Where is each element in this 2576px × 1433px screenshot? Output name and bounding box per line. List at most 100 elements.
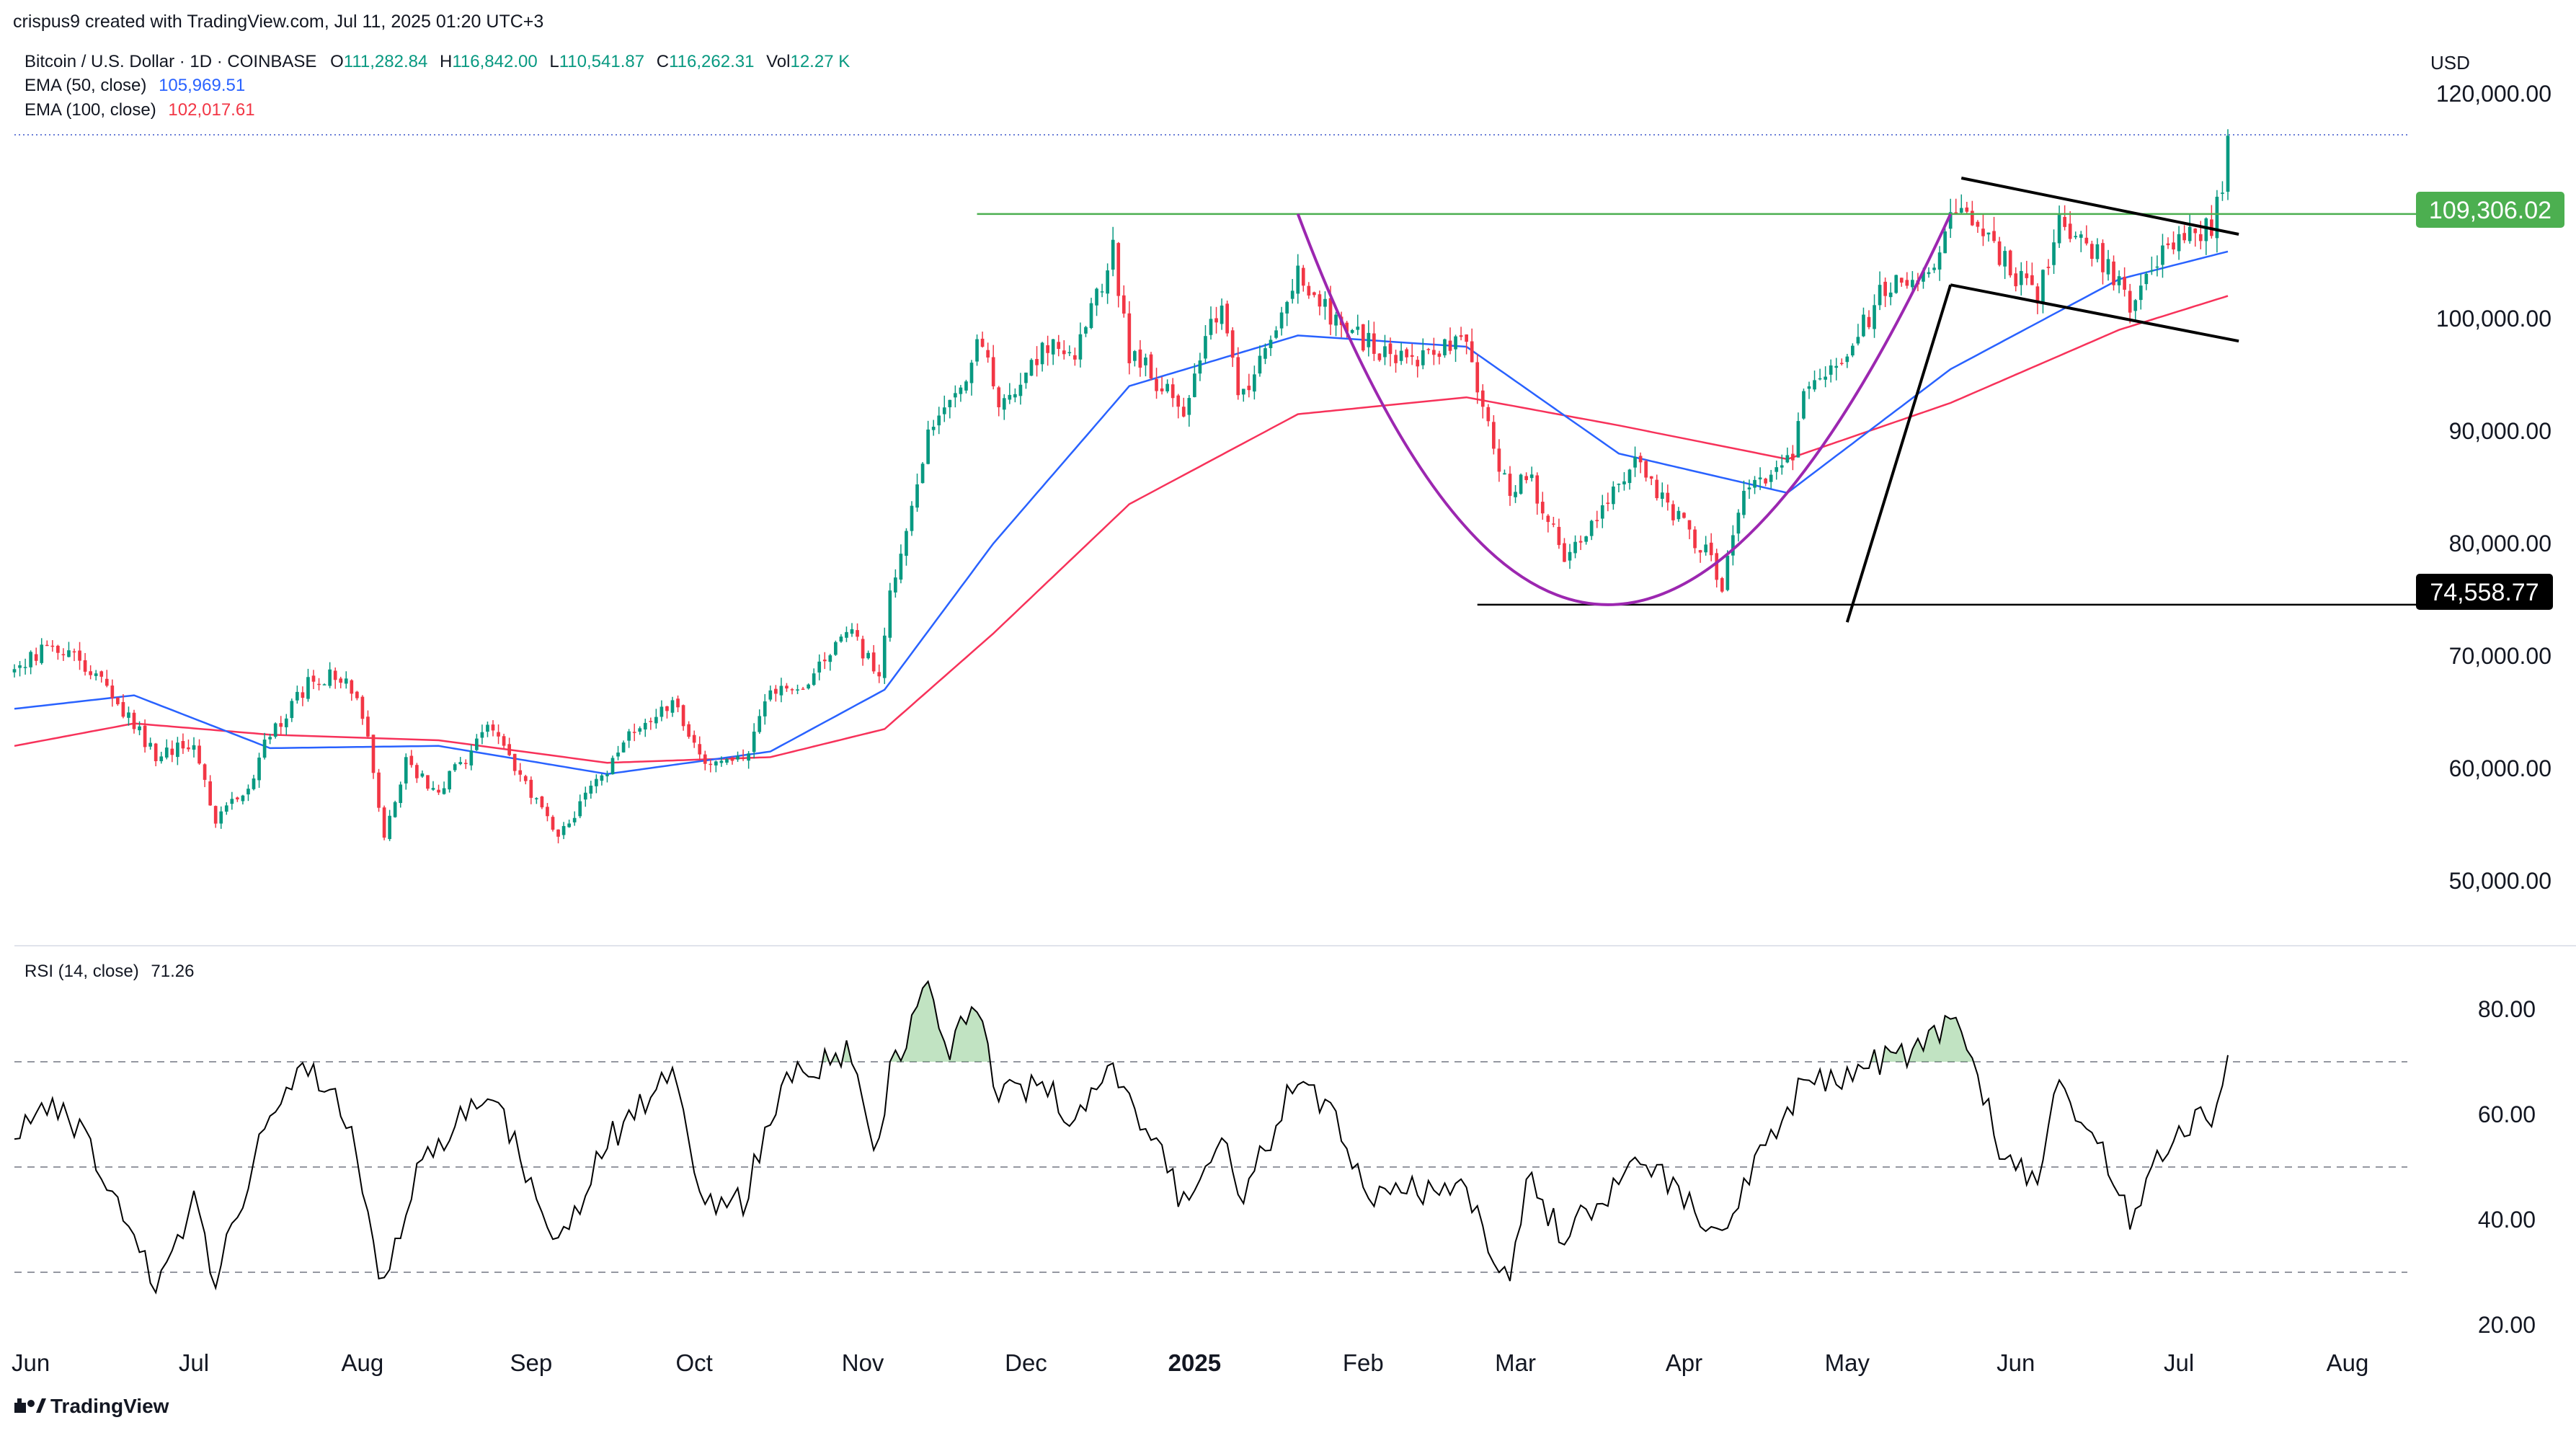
candle xyxy=(328,662,332,688)
candle-body xyxy=(1655,479,1659,499)
candle-body xyxy=(1758,477,1762,480)
candle xyxy=(768,686,773,702)
candle-body xyxy=(333,670,337,680)
candle xyxy=(469,744,474,771)
time-axis[interactable]: Jun Jul Aug Sep Oct Nov Dec 2025 Feb Mar Apr May Jun… xyxy=(12,1349,2368,1376)
candle-body xyxy=(1731,535,1735,556)
candle-body xyxy=(247,789,250,795)
candle-body xyxy=(1279,312,1284,329)
candle-body xyxy=(600,775,604,781)
candle-body xyxy=(497,732,500,737)
candle xyxy=(72,648,76,662)
price-pane[interactable] xyxy=(12,129,2416,843)
rsi-pane[interactable] xyxy=(14,980,2407,1295)
candle xyxy=(774,685,778,702)
candle-body xyxy=(1002,398,1006,410)
volume-label: Vol xyxy=(766,52,790,71)
candle-body xyxy=(1144,357,1147,365)
candle-body xyxy=(2014,273,2018,287)
ohlc-open-value: 111,282.84 xyxy=(344,52,428,71)
candle-body xyxy=(1851,345,1855,356)
candle-body xyxy=(1051,339,1055,355)
candle-body xyxy=(871,652,876,672)
ema-50-value: 105,969.51 xyxy=(159,76,245,95)
candle xyxy=(1459,327,1463,341)
candle xyxy=(807,683,810,690)
candle xyxy=(1100,283,1104,298)
candle-body xyxy=(350,680,354,694)
candle xyxy=(1687,520,1692,540)
candle-body xyxy=(2198,234,2203,241)
rsi-axis[interactable]: 80.00 60.00 40.00 20.00 xyxy=(2478,996,2536,1338)
candle-body xyxy=(834,642,838,655)
candle xyxy=(1405,347,1408,364)
candle xyxy=(2090,240,2094,267)
candle-body xyxy=(736,755,740,760)
candle xyxy=(1617,483,1621,492)
candle xyxy=(252,774,256,791)
candle-body xyxy=(1220,305,1224,324)
candle-body xyxy=(1323,298,1327,307)
candle-body xyxy=(997,387,1001,407)
candle xyxy=(247,784,250,802)
candle-body xyxy=(268,737,272,740)
candle xyxy=(94,670,98,681)
price-tick-label: 120,000.00 xyxy=(2436,81,2551,107)
price-axis[interactable]: USD 120,000.00 100,000.00 90,000.00 80,000.… xyxy=(2416,52,2564,894)
ohlc-high-label: H xyxy=(440,52,452,71)
candle-body xyxy=(1187,398,1191,415)
candle xyxy=(1296,254,1300,304)
candle-body xyxy=(339,678,343,683)
candle-body xyxy=(828,655,832,662)
candle xyxy=(45,640,49,647)
candle-body xyxy=(948,399,952,407)
candle xyxy=(99,670,104,683)
candle-body xyxy=(627,731,631,741)
candle xyxy=(627,729,631,748)
candle xyxy=(817,654,822,680)
candle xyxy=(1595,510,1599,528)
candle-body xyxy=(850,629,854,634)
candle xyxy=(116,697,120,706)
candle xyxy=(703,750,707,771)
candle xyxy=(1905,272,1909,289)
candle xyxy=(1269,335,1273,356)
cup-pattern-curve xyxy=(1296,213,1952,606)
candle-body xyxy=(1426,349,1431,350)
candle xyxy=(1845,353,1849,368)
candle-body xyxy=(1024,372,1028,383)
candle-body xyxy=(159,756,164,762)
candle xyxy=(1263,343,1267,365)
candle xyxy=(393,800,397,818)
candle-body xyxy=(12,669,17,673)
candle-body xyxy=(116,697,120,704)
candle xyxy=(535,797,538,804)
price-tick-label: 60,000.00 xyxy=(2449,755,2551,781)
candle xyxy=(845,626,848,642)
candle xyxy=(2008,249,2012,278)
candle xyxy=(1383,334,1387,365)
candle-body xyxy=(1687,520,1692,530)
candle xyxy=(339,676,343,688)
candle-body xyxy=(518,770,523,775)
candle xyxy=(632,723,636,742)
candle-body xyxy=(910,505,914,531)
candle-body xyxy=(1764,478,1767,484)
candle-body xyxy=(1954,212,1958,213)
candle xyxy=(2117,270,2121,293)
candle-body xyxy=(1671,504,1675,520)
candle xyxy=(1508,466,1512,506)
candle xyxy=(1356,314,1360,335)
candle-body xyxy=(2046,267,2051,268)
candle xyxy=(78,642,81,670)
candle-body xyxy=(322,684,327,686)
candle-body xyxy=(719,760,724,763)
resistance-price-label: 109,306.02 xyxy=(2429,197,2551,224)
candle-body xyxy=(763,701,767,716)
candle xyxy=(40,638,44,665)
candle xyxy=(50,640,55,652)
candle-body xyxy=(1492,422,1496,449)
candle-body xyxy=(1236,357,1240,396)
candle-body xyxy=(301,692,305,698)
ema-100-value: 102,017.61 xyxy=(168,100,254,120)
